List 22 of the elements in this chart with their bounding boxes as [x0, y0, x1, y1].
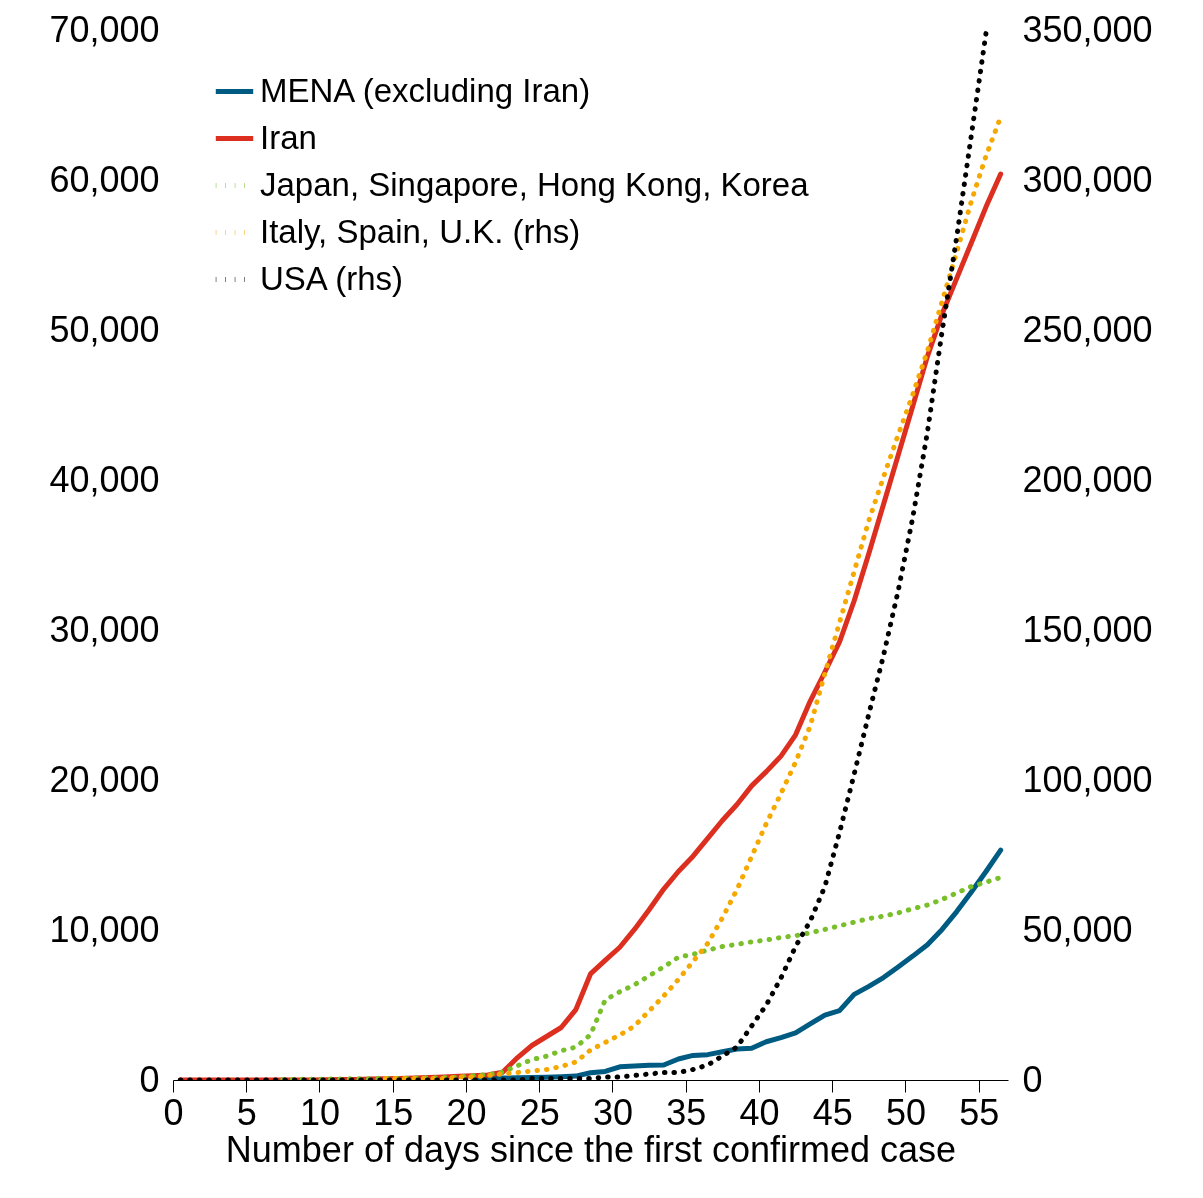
legend-label: Japan, Singapore, Hong Kong, Korea	[260, 165, 810, 203]
legend-label: Iran	[260, 118, 317, 156]
y-tick-label: 50,000	[49, 308, 160, 350]
y-tick-label: 40,000	[49, 458, 160, 500]
legend-label: MENA (excluding Iran)	[260, 71, 591, 109]
y-tick-label: 30,000	[49, 608, 160, 650]
y2-tick-label: 50,000	[1022, 908, 1133, 950]
y-tick-label: 10,000	[49, 908, 160, 950]
x-tick-label: 55	[959, 1091, 1000, 1133]
y2-tick-label: 100,000	[1022, 758, 1153, 800]
legend-label: Italy, Spain, U.K. (rhs)	[260, 212, 581, 250]
y2-tick-label: 200,000	[1022, 458, 1153, 500]
y-tick-label: 60,000	[49, 158, 160, 200]
y2-tick-label: 250,000	[1022, 308, 1153, 350]
y2-tick-label: 0	[1022, 1058, 1043, 1100]
y2-tick-label: 300,000	[1022, 158, 1153, 200]
y-tick-label: 20,000	[49, 758, 160, 800]
legend-label: USA (rhs)	[260, 259, 404, 297]
y-tick-label: 0	[139, 1058, 160, 1100]
y2-tick-label: 150,000	[1022, 608, 1153, 650]
y-tick-label: 70,000	[49, 8, 160, 50]
y2-tick-label: 350,000	[1022, 8, 1153, 50]
